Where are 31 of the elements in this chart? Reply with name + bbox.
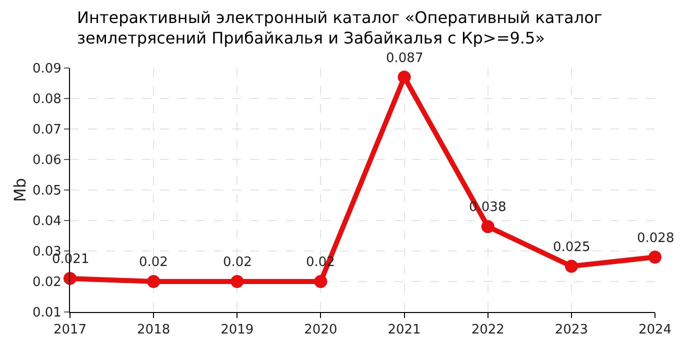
data-label: 0.025: [553, 240, 590, 255]
data-label: 0.02: [139, 255, 168, 270]
y-tick-label: 0.08: [32, 92, 62, 108]
x-tick-label: 2018: [137, 322, 170, 338]
x-tick-label: 2020: [304, 322, 338, 338]
y-tick-label: 0.01: [32, 306, 62, 321]
point: [314, 275, 328, 288]
point: [648, 250, 662, 264]
point: [230, 275, 244, 288]
point: [64, 272, 76, 285]
point: [481, 220, 494, 234]
data-label: 0.087: [386, 51, 424, 66]
y-tick-label: 0.09: [32, 62, 62, 77]
y-tick-label: 0.06: [32, 153, 62, 168]
chart-title: Интерактивный электронный каталог «Оперативный каталог землетрясений Прибайкалья и Забайкалья с Кр>=9.5»: [77, 8, 602, 48]
y-tick-label: 0.07: [32, 122, 62, 138]
y-tick-label: 0.05: [32, 184, 62, 199]
point: [147, 275, 160, 288]
y-tick-label: 0.02: [32, 275, 62, 290]
x-tick-label: 2023: [554, 322, 588, 338]
x-tick-label: 2024: [638, 322, 672, 338]
data-label: 0.028: [637, 231, 674, 246]
point: [564, 260, 578, 273]
x-tick-label: 2017: [53, 322, 87, 338]
x-tick-label: 2022: [471, 322, 504, 338]
data-label: 0.02: [223, 255, 252, 270]
point: [398, 70, 411, 84]
y-tick-label: 0.04: [32, 214, 62, 230]
x-tick-label: 2019: [220, 322, 254, 338]
x-tick-label: 2021: [388, 322, 421, 338]
y-axis-title: Mb: [10, 178, 30, 202]
